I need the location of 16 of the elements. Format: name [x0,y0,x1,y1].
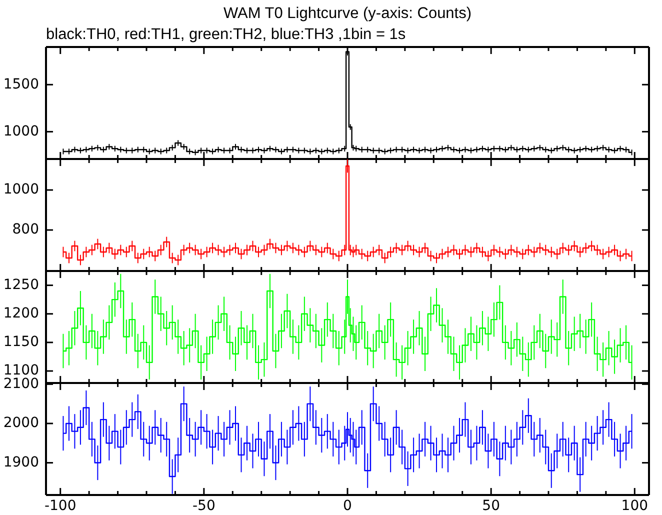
x-tick-label: 0 [343,498,352,514]
y-tick-label: 2000 [3,415,39,432]
chart-subtitle: black:TH0, red:TH1, green:TH2, blue:TH3 ,1bin = 1s [46,26,406,44]
y-tick-label: 1250 [3,276,39,293]
x-tick-label: 50 [482,498,500,514]
y-tick-label: 1200 [3,306,39,322]
x-tick-label: -100 [44,498,76,514]
y-tick-label: 800 [12,222,39,238]
y-tick-label: 1000 [3,182,39,198]
y-tick-label: 1150 [3,334,39,350]
y-tick-label: 1900 [3,454,39,470]
x-tick-label: -50 [192,498,216,514]
x-tick-label: 100 [621,498,648,514]
y-tick-label: 1000 [3,123,39,140]
y-tick-label: 1500 [3,76,39,92]
chart-title: WAM T0 Lightcurve (y-axis: Counts) [222,5,473,23]
